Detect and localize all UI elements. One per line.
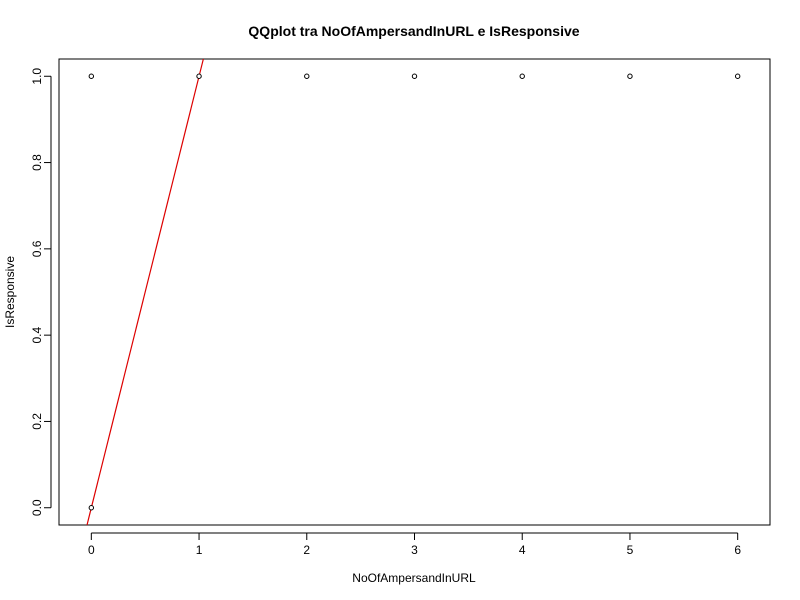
y-tick-label: 1.0 [30, 68, 44, 85]
data-point [627, 73, 633, 79]
y-tick-label: 0.6 [30, 240, 44, 257]
axes: 0 1 2 3 4 5 6 0.0 0.2 0.4 0.6 0.8 1.0 [30, 68, 741, 557]
data-point [88, 505, 95, 511]
x-tick-label: 5 [627, 543, 634, 557]
data-point [88, 73, 95, 79]
y-tick-label: 0.0 [30, 499, 44, 516]
x-tick-label: 4 [519, 543, 526, 557]
x-tick-label: 2 [303, 543, 310, 557]
reference-line [86, 58, 204, 526]
x-tick-label: 0 [88, 543, 95, 557]
y-tick-label: 0.8 [30, 154, 44, 171]
x-tick-label: 3 [411, 543, 418, 557]
series [86, 58, 741, 526]
data-point [734, 73, 741, 79]
data-point [519, 73, 525, 79]
x-tick-label: 1 [196, 543, 203, 557]
data-point [411, 73, 418, 79]
plot-frame [58, 58, 771, 526]
x-axis-label: NoOfAmpersandInURL [352, 571, 476, 585]
y-axis-label: IsResponsive [3, 256, 17, 328]
chart-title: QQplot tra NoOfAmpersandInURL e IsRespon… [248, 23, 579, 39]
y-tick-label: 0.4 [30, 326, 44, 343]
x-tick-label: 6 [734, 543, 741, 557]
plot-area [58, 58, 771, 526]
y-tick-label: 0.2 [30, 413, 44, 430]
data-point [196, 73, 202, 79]
data-point [304, 73, 310, 79]
